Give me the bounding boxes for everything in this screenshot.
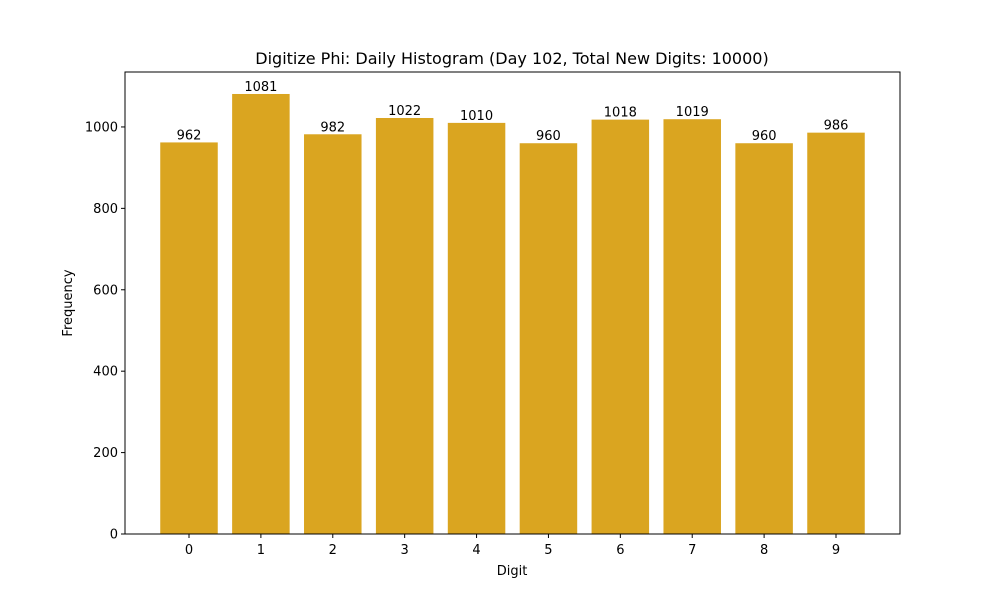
bar-digit-9: [807, 132, 865, 535]
bars-group: [160, 93, 865, 535]
bar-value-label: 1010: [460, 109, 493, 124]
y-tick-label: 600: [93, 283, 118, 298]
chart-title: Digitize Phi: Daily Histogram (Day 102, …: [255, 49, 768, 68]
bar-value-label: 960: [752, 129, 777, 144]
bar-digit-3: [375, 117, 434, 535]
bar-digit-4: [447, 122, 506, 535]
bar-value-label: 1018: [604, 106, 637, 121]
bar-value-label: 962: [177, 128, 202, 143]
bar-value-label: 1022: [388, 104, 421, 119]
bar-digit-0: [160, 142, 218, 535]
y-tick-label: 400: [93, 365, 118, 380]
x-tick-label: 8: [760, 543, 768, 558]
bar-value-label: 960: [536, 129, 561, 144]
bar-labels-group: 962 1081 982 1022 1010 960 1018 1019 960 986: [177, 80, 849, 144]
x-axis-label: Digit: [497, 564, 528, 579]
x-tick-label: 5: [544, 543, 552, 558]
x-tick-label: 2: [329, 543, 337, 558]
bar-digit-7: [663, 119, 721, 534]
y-tick-label: 1000: [85, 120, 118, 135]
bar-value-label: 1081: [244, 80, 277, 95]
bar-digit-8: [735, 143, 793, 535]
bar-digit-6: [591, 119, 650, 535]
x-tick-label: 1: [257, 543, 265, 558]
bar-value-label: 982: [320, 120, 345, 135]
bar-digit-2: [304, 134, 362, 534]
y-tick-label: 200: [93, 446, 118, 461]
plot-area-frame: [124, 71, 901, 535]
y-axis-label: Frequency: [61, 269, 76, 336]
bar-value-label: 1019: [676, 105, 709, 120]
x-tick-label: 0: [185, 543, 193, 558]
x-tick-label: 9: [832, 543, 840, 558]
y-tick-label: 0: [110, 528, 118, 543]
bar-digit-5: [519, 143, 578, 535]
bar-value-label: 986: [824, 119, 849, 134]
x-tick-label: 3: [401, 543, 409, 558]
x-tick-label: 7: [688, 543, 696, 558]
y-tick-label: 800: [93, 202, 118, 217]
bar-digit-1: [232, 93, 290, 534]
x-tick-label: 4: [472, 543, 480, 558]
x-axis: 0 1 2 3 4 5 6 7 8 9: [185, 534, 840, 558]
y-axis: 0 200 400 600 800 1000: [85, 120, 125, 543]
x-tick-label: 6: [616, 543, 624, 558]
